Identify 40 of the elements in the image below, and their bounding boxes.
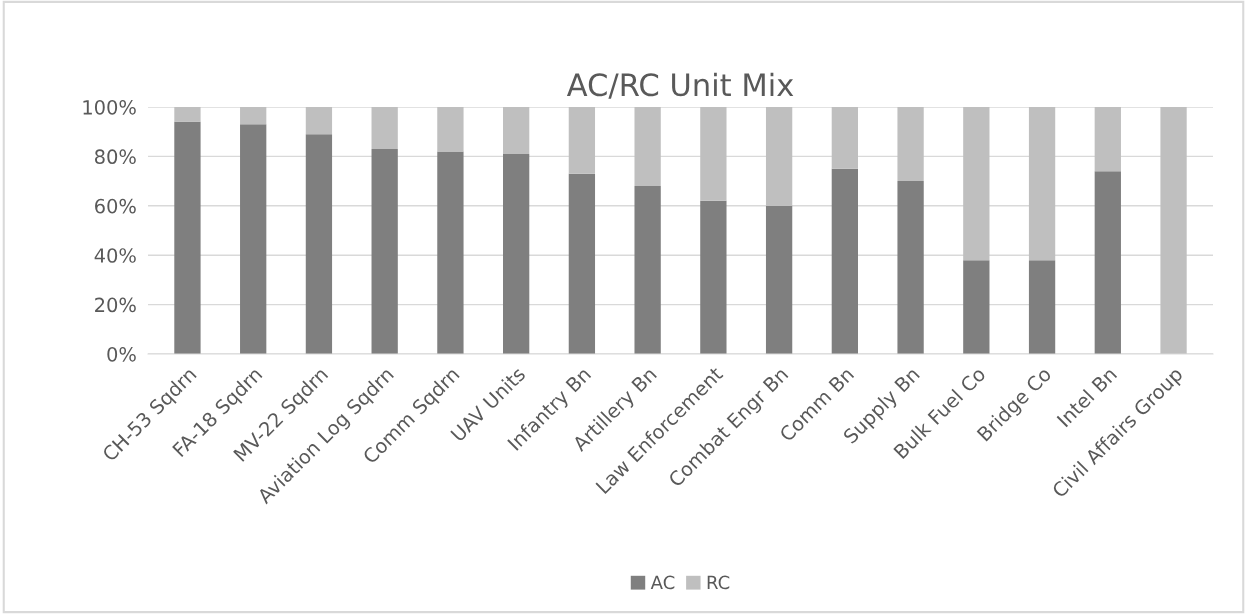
y-tick-label: 80%	[94, 149, 136, 165]
bar	[1094, 107, 1121, 172]
bar	[305, 134, 333, 354]
bar	[371, 148, 398, 354]
bar	[1160, 107, 1187, 354]
bar	[963, 107, 990, 261]
y-tick-label: 20%	[95, 297, 136, 313]
legend-label: RC	[707, 575, 730, 590]
bar	[831, 168, 858, 354]
bar	[240, 107, 267, 125]
bar	[765, 107, 793, 206]
y-tick-label: 100%	[83, 99, 136, 115]
bar	[897, 107, 924, 182]
bar	[503, 107, 530, 154]
bar	[371, 107, 398, 149]
bar	[634, 186, 661, 354]
bar	[503, 153, 530, 354]
bar	[634, 107, 661, 187]
bar	[240, 124, 267, 354]
y-tick-label: 60%	[95, 198, 136, 214]
bar	[700, 200, 727, 354]
bar	[1028, 107, 1056, 261]
bar	[765, 205, 793, 354]
bar	[831, 107, 858, 169]
bar	[1028, 260, 1056, 354]
bar	[963, 260, 990, 354]
bar	[437, 107, 464, 152]
bar	[1094, 171, 1121, 354]
bar	[437, 151, 464, 354]
bar	[568, 107, 596, 174]
legend-label: AC	[650, 575, 675, 590]
y-tick-label: 40%	[94, 248, 136, 263]
bar	[305, 107, 333, 135]
y-tick-label: 0%	[107, 346, 136, 362]
bar	[174, 107, 201, 122]
chart-title: AC/RC Unit Mix	[566, 72, 794, 99]
bar	[897, 181, 924, 354]
bar	[174, 121, 201, 354]
bar	[568, 173, 596, 354]
bar	[700, 107, 727, 201]
